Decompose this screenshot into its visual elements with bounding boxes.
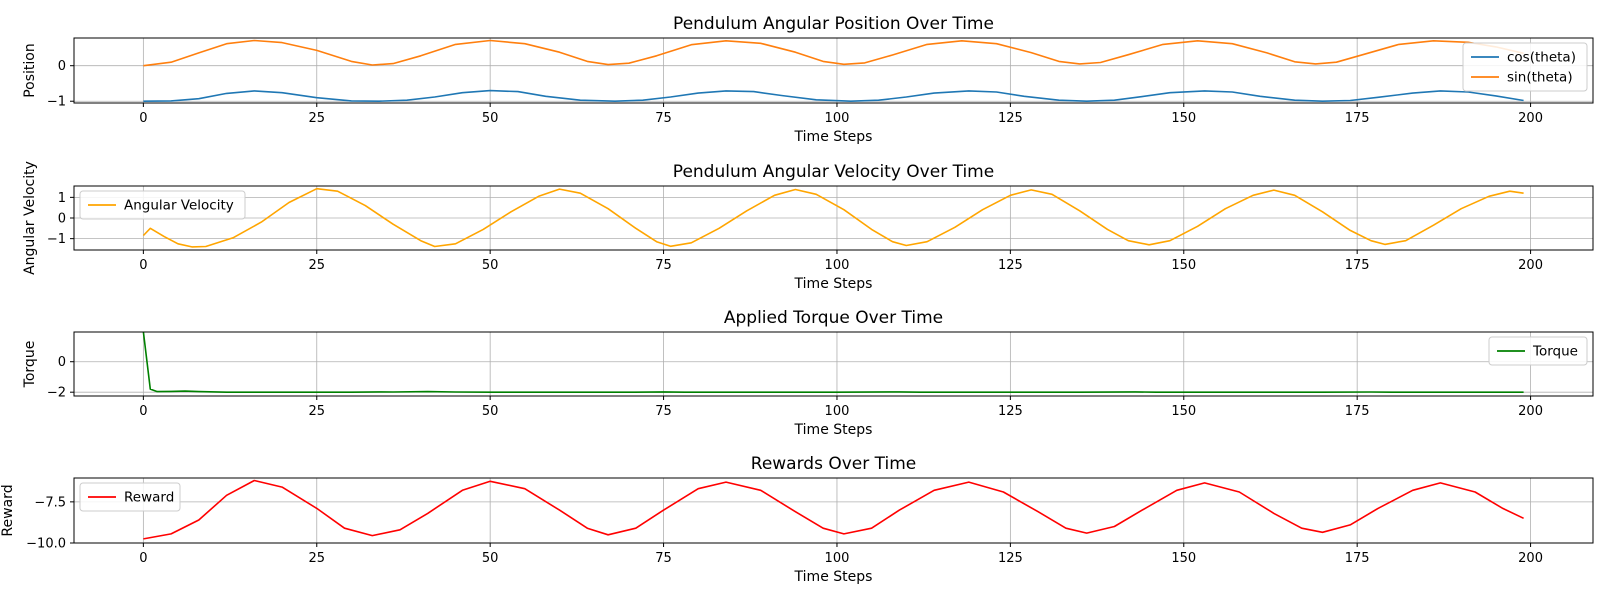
- y-axis-label: Position: [22, 43, 38, 98]
- x-axis-label: Time Steps: [794, 276, 873, 292]
- x-tick-label: 25: [308, 111, 325, 126]
- x-tick-label: 0: [139, 404, 147, 419]
- series-line: [142, 332, 1524, 393]
- y-axis-label: Angular Velocity: [22, 161, 38, 275]
- y-tick-label: 0: [58, 212, 66, 227]
- legend: cos(theta) sin(theta): [1462, 42, 1588, 92]
- x-tick-label: 150: [1171, 258, 1196, 273]
- legend: Angular Velocity: [79, 190, 246, 220]
- axes-frame: [73, 37, 1594, 104]
- chart-title: Pendulum Angular Velocity Over Time: [673, 162, 994, 182]
- legend-box: [1462, 42, 1588, 92]
- x-tick-label: 175: [1345, 111, 1370, 126]
- chart-panel: 0 25 50 75 100 125 150 175 200 −10.0 −7.5 Rewards O…: [0, 454, 1594, 585]
- x-axis-label: Time Steps: [794, 569, 873, 585]
- y-axis-label: Torque: [22, 341, 38, 389]
- y-tick-label: −2: [47, 386, 66, 401]
- x-tick-label: 200: [1518, 404, 1543, 419]
- x-tick-label: 50: [482, 404, 499, 419]
- x-tick-label: 0: [139, 551, 147, 566]
- chart-title: Rewards Over Time: [751, 454, 916, 474]
- x-tick-label: 25: [308, 404, 325, 419]
- x-tick-label: 100: [825, 258, 850, 273]
- y-tick-label: 0: [58, 355, 66, 370]
- x-tick-label: 175: [1345, 258, 1370, 273]
- legend-box: [79, 482, 181, 512]
- x-tick-label: 75: [655, 258, 672, 273]
- x-tick-label: 100: [825, 551, 850, 566]
- x-tick-label: 25: [308, 258, 325, 273]
- x-tick-label: 0: [139, 258, 147, 273]
- x-tick-label: 50: [482, 111, 499, 126]
- x-axis-label: Time Steps: [794, 422, 873, 438]
- legend-label: Torque: [1532, 344, 1578, 360]
- x-tick-label: 200: [1518, 551, 1543, 566]
- legend: Torque: [1488, 336, 1588, 366]
- x-tick-label: 100: [825, 111, 850, 126]
- legend-label: cos(theta): [1507, 50, 1576, 66]
- y-axis-label: Reward: [0, 484, 16, 536]
- legend-box: [1488, 336, 1588, 366]
- x-tick-label: 100: [825, 404, 850, 419]
- chart-title: Pendulum Angular Position Over Time: [673, 14, 994, 34]
- chart-title: Applied Torque Over Time: [724, 308, 943, 328]
- y-tick-label: −1: [47, 95, 66, 110]
- chart-panel: 0 25 50 75 100 125 150 175 200 −2 0 Applied Torque …: [22, 308, 1594, 438]
- x-tick-label: 50: [482, 551, 499, 566]
- legend: Reward: [79, 482, 181, 512]
- series-line: [143, 479, 1524, 540]
- x-tick-label: 125: [998, 404, 1023, 419]
- x-tick-label: 125: [998, 551, 1023, 566]
- legend-label: sin(theta): [1507, 70, 1573, 86]
- chart-panel: 0 25 50 75 100 125 150 175 200 −1 0 Pendulum Angula…: [22, 14, 1594, 145]
- series-line: [143, 39, 1524, 67]
- chart-panel: 0 25 50 75 100 125 150 175 200 −1 0 1 Pendulum Angul…: [22, 161, 1594, 292]
- x-tick-label: 75: [655, 404, 672, 419]
- series-line: [143, 89, 1524, 102]
- x-tick-label: 25: [308, 551, 325, 566]
- x-tick-label: 50: [482, 258, 499, 273]
- y-tick-label: 1: [58, 191, 66, 206]
- y-tick-label: −1: [47, 232, 66, 247]
- x-tick-label: 175: [1345, 551, 1370, 566]
- legend-box: [79, 190, 246, 220]
- axes-frame: [73, 477, 1594, 544]
- series-line: [142, 187, 1524, 248]
- x-axis-label: Time Steps: [794, 129, 873, 145]
- y-tick-label: −7.5: [34, 495, 66, 510]
- x-tick-label: 125: [998, 258, 1023, 273]
- y-tick-label: −10.0: [26, 537, 66, 552]
- x-tick-label: 75: [655, 111, 672, 126]
- x-tick-label: 200: [1518, 258, 1543, 273]
- legend-label: Reward: [124, 490, 174, 506]
- x-tick-label: 200: [1518, 111, 1543, 126]
- x-tick-label: 150: [1171, 551, 1196, 566]
- x-tick-label: 150: [1171, 111, 1196, 126]
- axes-frame: [73, 331, 1594, 397]
- x-tick-label: 75: [655, 551, 672, 566]
- x-tick-label: 150: [1171, 404, 1196, 419]
- x-tick-label: 175: [1345, 404, 1370, 419]
- y-tick-label: 0: [58, 59, 66, 74]
- x-tick-label: 125: [998, 111, 1023, 126]
- legend-label: Angular Velocity: [124, 198, 234, 214]
- x-tick-label: 0: [139, 111, 147, 126]
